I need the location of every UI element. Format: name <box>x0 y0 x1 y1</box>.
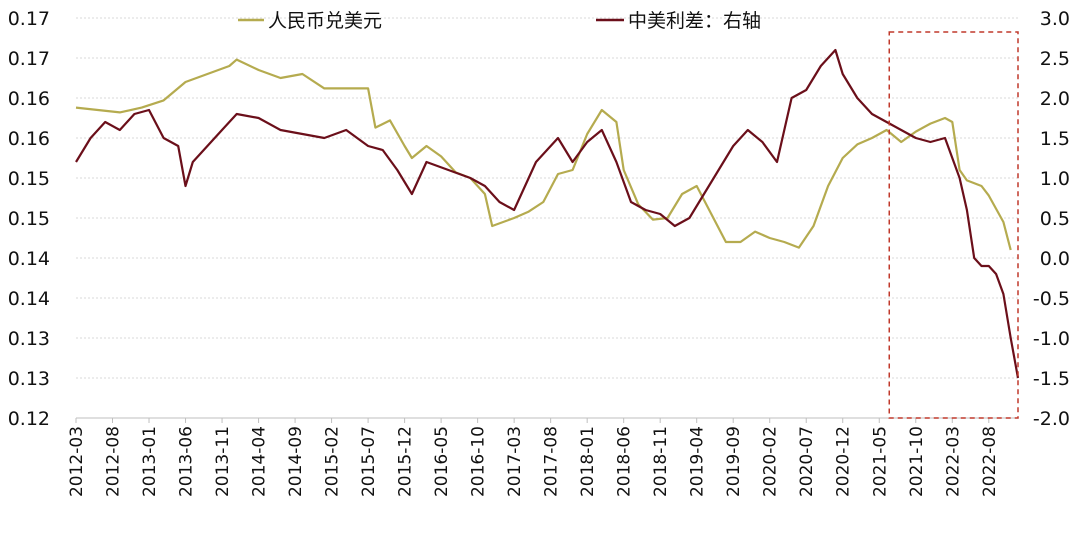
y-axis-right: 3.0 2.5 2.0 1.5 1.0 0.5 0.0 -0.5 -1.0 -1.5 -2.0 <box>1033 8 1070 430</box>
x-tick-label: 2016-05 <box>432 426 452 497</box>
x-tick-label: 2018-11 <box>651 426 671 497</box>
legend: 人民币兑美元 中美利差：右轴 <box>238 10 761 32</box>
y-left-tick-label: 0.13 <box>8 368 50 390</box>
y-left-tick-label: 0.15 <box>8 168 50 190</box>
x-tick-label: 2019-09 <box>724 426 744 497</box>
y-right-tick-label: -2.0 <box>1033 408 1070 430</box>
y-left-tick-label: 0.17 <box>8 8 50 30</box>
x-tick-label: 2019-04 <box>688 426 708 497</box>
y-right-tick-label: 3.0 <box>1040 8 1070 30</box>
series-line-spread <box>75 48 1020 379</box>
y-left-tick-label: 0.16 <box>8 128 50 150</box>
y-right-tick-label: -1.0 <box>1033 328 1070 350</box>
legend-label-rmb: 人民币兑美元 <box>268 10 382 32</box>
highlight-box <box>888 31 1019 419</box>
y-left-tick-label: 0.17 <box>8 48 50 70</box>
x-tick-label: 2014-09 <box>286 426 306 497</box>
x-tick-label: 2015-12 <box>396 426 416 497</box>
x-tick-label: 2013-11 <box>213 426 233 497</box>
y-right-tick-label: 0.5 <box>1040 208 1070 230</box>
series <box>75 48 1020 379</box>
y-right-tick-label: 0.0 <box>1040 248 1070 270</box>
y-right-tick-label: 2.5 <box>1040 48 1070 70</box>
x-tick-label: 2012-08 <box>104 426 124 497</box>
x-tick-label: 2017-08 <box>542 426 562 497</box>
x-tick-label: 2018-06 <box>615 426 635 497</box>
x-tick-label: 2016-10 <box>469 426 489 497</box>
gridlines <box>76 17 1018 379</box>
y-right-tick-label: 1.0 <box>1040 168 1070 190</box>
y-right-tick-label: -0.5 <box>1033 288 1070 310</box>
x-tick-label: 2013-06 <box>177 426 197 497</box>
series-line-rmb <box>75 58 1012 251</box>
x-tick-label: 2018-01 <box>578 426 598 497</box>
x-tick-label: 2015-02 <box>323 426 343 497</box>
y-right-tick-label: 2.0 <box>1040 88 1070 110</box>
y-right-tick-label: 1.5 <box>1040 128 1070 150</box>
x-tick-label: 2020-07 <box>797 426 817 497</box>
x-tick-label: 2021-05 <box>870 426 890 497</box>
y-left-tick-label: 0.14 <box>8 288 50 310</box>
x-tick-label: 2020-02 <box>761 426 781 497</box>
x-tick-label: 2017-03 <box>505 426 525 497</box>
x-tick-label: 2013-01 <box>140 426 160 497</box>
y-left-tick-label: 0.16 <box>8 88 50 110</box>
y-left-tick-label: 0.13 <box>8 328 50 350</box>
y-left-tick-label: 0.14 <box>8 248 50 270</box>
x-tick-label: 2014-04 <box>250 426 270 497</box>
y-left-tick-label: 0.15 <box>8 208 50 230</box>
x-axis: 2012-03 2012-08 2013-01 2013-06 2013-11 2014-… <box>67 417 1018 497</box>
x-tick-label: 2015-07 <box>359 426 379 497</box>
y-axis-left: 0.17 0.17 0.16 0.16 0.15 0.15 0.14 0.14 0.13 0.13… <box>8 8 50 430</box>
y-left-tick-label: 0.12 <box>8 408 50 430</box>
x-tick-label: 2020-12 <box>834 426 854 497</box>
legend-label-spread: 中美利差：右轴 <box>628 10 761 32</box>
x-tick-label: 2022-08 <box>980 426 1000 497</box>
x-tick-label: 2012-03 <box>67 426 87 497</box>
x-tick-label: 2021-10 <box>907 426 927 497</box>
x-tick-label: 2022-03 <box>943 426 963 497</box>
y-right-tick-label: -1.5 <box>1033 368 1070 390</box>
